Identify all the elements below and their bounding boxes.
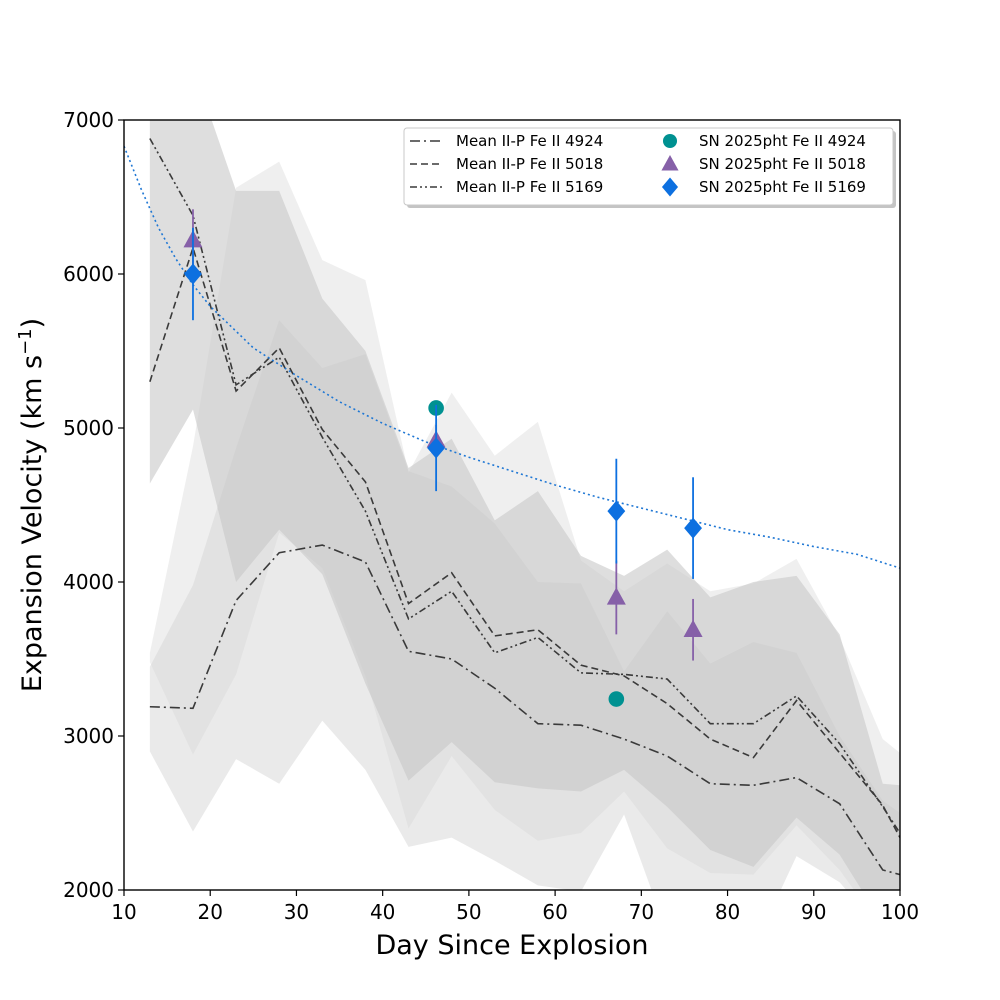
legend: Mean II-P Fe II 4924 Mean II-P Fe II 5018… <box>403 127 896 208</box>
legend-label-sn-2025pht-fe-ii-5018: SN 2025pht Fe II 5018 <box>699 155 866 173</box>
legend-label-sn-2025pht-fe-ii-5169: SN 2025pht Fe II 5169 <box>699 178 866 196</box>
y-tick-label-2000: 2000 <box>63 878 114 902</box>
point-sn-2025pht-fe-ii-5169-2 <box>607 500 626 522</box>
y-tick-label-4000: 4000 <box>63 570 114 594</box>
plot-area <box>124 120 900 890</box>
y-tick-label-7000: 7000 <box>63 108 114 132</box>
y-tick-label-5000: 5000 <box>63 416 114 440</box>
x-axis-label: Day Since Explosion <box>375 930 648 961</box>
x-axis: 10 20 30 40 50 60 70 80 90 100 <box>111 890 919 924</box>
point-sn-2025pht-fe-ii-5018-2 <box>606 587 626 605</box>
x-tick-label-20: 20 <box>197 900 222 924</box>
x-tick-label-70: 70 <box>629 900 654 924</box>
y-tick-label-6000: 6000 <box>63 262 114 286</box>
point-sn-2025pht-fe-ii-5169-3 <box>684 517 702 539</box>
legend-label-mean-ii-p-fe-ii-5018: Mean II-P Fe II 5018 <box>456 155 603 173</box>
band-fe-ii-5169-range <box>149 120 900 890</box>
point-sn-2025pht-fe-ii-5169-0 <box>184 263 202 285</box>
x-tick-label-90: 90 <box>801 900 826 924</box>
x-tick-label-60: 60 <box>542 900 567 924</box>
y-axis: 2000 3000 4000 5000 6000 7000 <box>63 108 124 902</box>
x-tick-label-100: 100 <box>881 900 919 924</box>
line-mean-ii-p-fe-ii-4924 <box>149 544 900 876</box>
legend-marker-sn-2025pht-fe-ii-4924 <box>662 133 678 149</box>
x-tick-label-80: 80 <box>715 900 740 924</box>
x-tick-label-50: 50 <box>456 900 481 924</box>
point-sn-2025pht-fe-ii-5018-3 <box>683 619 703 637</box>
legend-box <box>403 127 894 206</box>
legend-label-sn-2025pht-fe-ii-4924: SN 2025pht Fe II 4924 <box>699 132 866 150</box>
legend-label-mean-ii-p-fe-ii-5169: Mean II-P Fe II 5169 <box>456 178 603 196</box>
lines-layer <box>149 138 900 876</box>
x-tick-label-30: 30 <box>284 900 309 924</box>
fit-layer <box>124 145 900 569</box>
y-tick-label-3000: 3000 <box>63 724 114 748</box>
fit-curve <box>124 145 900 569</box>
axes-frame <box>123 119 901 891</box>
points-layer <box>183 209 703 707</box>
point-sn-2025pht-fe-ii-4924-1 <box>608 691 625 707</box>
bands-layer <box>149 120 900 890</box>
x-tick-label-40: 40 <box>370 900 395 924</box>
legend-marker-sn-2025pht-fe-ii-5018 <box>661 155 679 171</box>
legend-label-mean-ii-p-fe-ii-4924: Mean II-P Fe II 4924 <box>456 132 603 150</box>
y-axis-label: Expansion Velocity (km s−1) <box>15 318 48 692</box>
line-mean-ii-p-fe-ii-5018 <box>149 245 900 839</box>
point-sn-2025pht-fe-ii-5169-1 <box>427 437 446 459</box>
x-tick-label-10: 10 <box>111 900 136 924</box>
legend-marker-sn-2025pht-fe-ii-5169 <box>661 177 679 197</box>
